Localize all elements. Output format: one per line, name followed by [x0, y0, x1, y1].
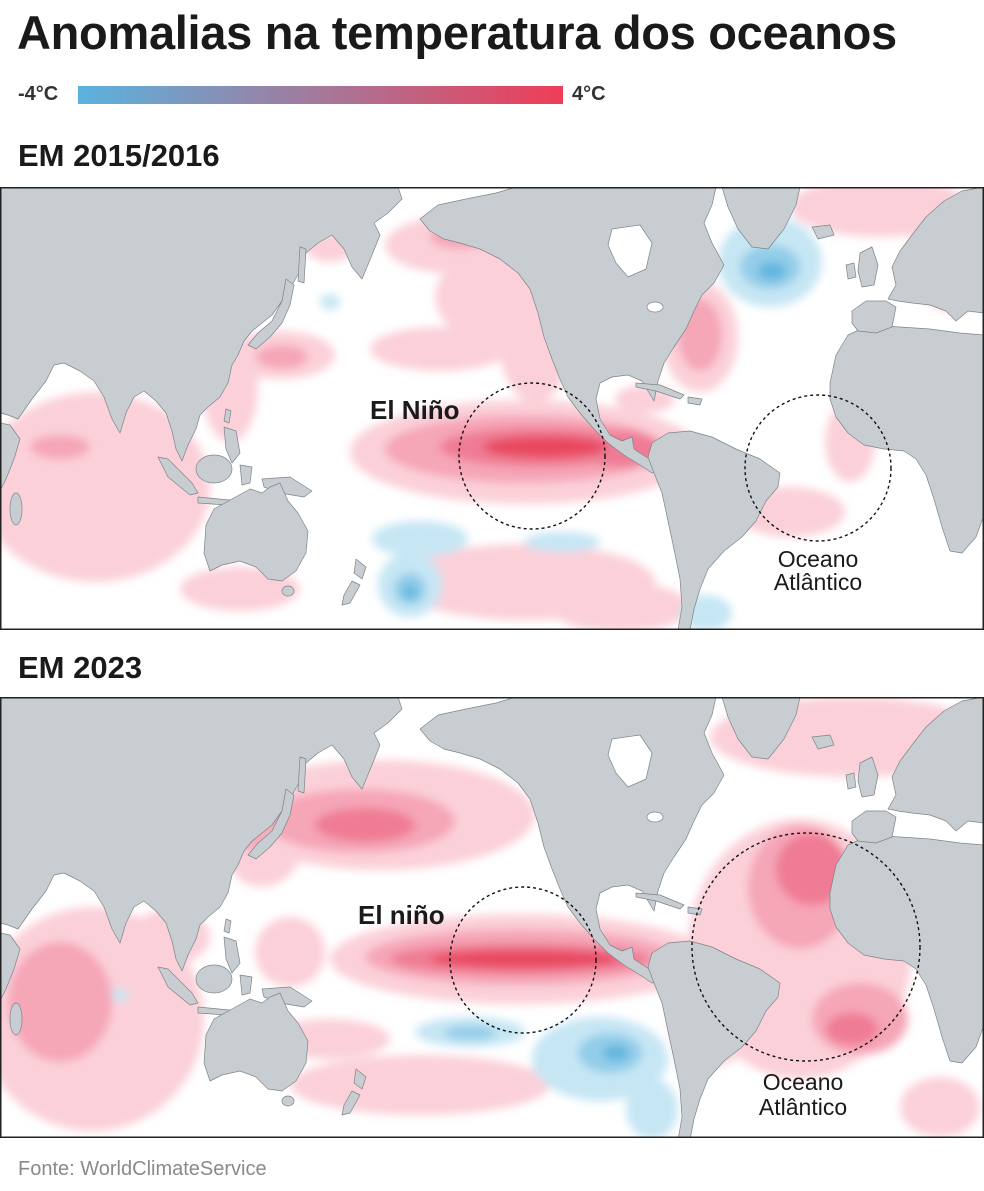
- period-title-2015-2016: EM 2015/2016: [18, 138, 220, 173]
- atlantic-label-line2: Atlântico: [774, 569, 862, 595]
- el-nino-circle: [449, 886, 597, 1034]
- warm-anomaly-patch: [95, 480, 205, 524]
- map-border: [0, 187, 984, 630]
- cold-anomaly-core: [603, 1045, 629, 1061]
- cold-anomaly-core: [403, 585, 417, 599]
- cold-anomaly-patch: [626, 1079, 678, 1138]
- warm-anomaly-patch: [30, 435, 90, 459]
- warm-anomaly-patch: [900, 1077, 980, 1137]
- legend-min-label: -4°C: [18, 83, 59, 105]
- cold-anomaly-patch: [372, 521, 468, 557]
- cold-anomaly-patch: [444, 1026, 496, 1040]
- atlantic-label-line2: Atlântico: [759, 1094, 847, 1120]
- map-2023: El niño Oceano Atlântico: [0, 697, 984, 1138]
- map-border: [0, 697, 984, 1138]
- el-nino-circle: [458, 382, 606, 530]
- el-nino-label: El niño: [358, 900, 445, 930]
- cold-anomaly-patch: [320, 294, 340, 310]
- map-2015-2016: El Niño Oceano Atlântico: [0, 187, 984, 630]
- page-title: Anomalias na temperatura dos oceanos: [17, 6, 897, 59]
- atlantic-circle: [744, 394, 892, 542]
- warm-anomaly-patch: [256, 345, 308, 369]
- source-credit: Fonte: WorldClimateService: [18, 1158, 267, 1180]
- warm-anomaly-patch: [290, 1055, 550, 1115]
- cold-anomaly-patch: [112, 988, 128, 1002]
- cold-anomaly-core: [758, 262, 786, 280]
- hot-anomaly-patch: [776, 833, 848, 905]
- hot-anomaly-core: [430, 950, 620, 968]
- atlantic-label-line1: Oceano: [763, 1069, 844, 1095]
- atlantic-label-line1: Oceano: [778, 546, 859, 572]
- hot-anomaly-core: [483, 436, 607, 458]
- hot-anomaly-patch: [315, 808, 415, 842]
- warm-anomaly-patch: [370, 327, 510, 371]
- warm-anomaly-patch: [8, 942, 112, 1062]
- cold-anomaly-patch: [524, 532, 600, 552]
- el-nino-label: El Niño: [370, 395, 460, 425]
- hot-anomaly-patch: [826, 1013, 878, 1045]
- warm-anomaly-patch: [255, 917, 325, 987]
- period-title-2023: EM 2023: [18, 650, 143, 685]
- warm-anomaly-patch: [550, 582, 690, 630]
- temperature-color-scale: [78, 86, 563, 104]
- legend-max-label: 4°C: [572, 83, 606, 105]
- anomaly-layer-2015-2016: [0, 187, 984, 630]
- atlantic-circle: [691, 832, 921, 1062]
